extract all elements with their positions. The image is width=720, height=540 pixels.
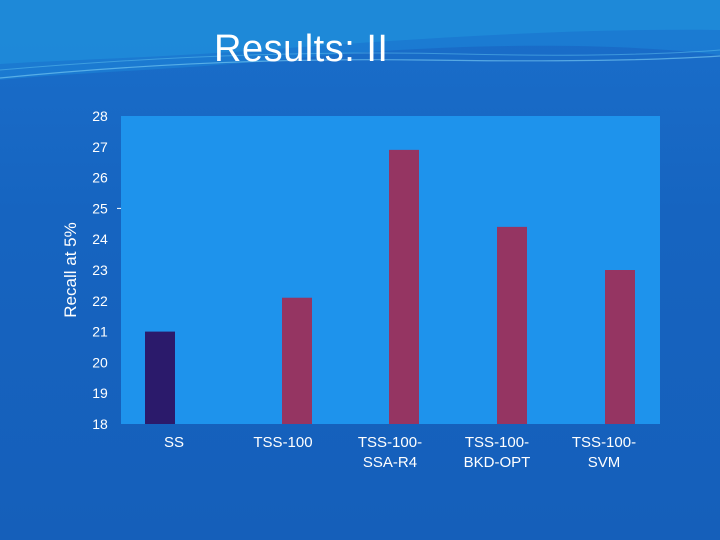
- x-category-label-line: SS: [164, 434, 184, 451]
- header-swoosh: [0, 0, 720, 80]
- y-tick-label: 22: [92, 293, 108, 309]
- y-tick-label: 27: [92, 139, 108, 155]
- y-tick-label: 24: [92, 231, 108, 247]
- x-category-label: TSS-100- SSA-R4: [358, 434, 422, 471]
- x-category-label-line: SVM: [588, 454, 621, 471]
- x-category-label-line: TSS-100-: [465, 434, 529, 451]
- x-category-label: TSS-100: [253, 434, 312, 451]
- x-axis-labels: SS TSS-100 TSS-100-SSA-R4TSS-100-BKD-OPTTS…: [164, 434, 636, 471]
- x-category-label-line: TSS-100-: [572, 434, 636, 451]
- y-tick-label: 19: [92, 385, 108, 401]
- bar: [497, 226, 527, 424]
- slide-title: Results: II: [214, 28, 389, 70]
- y-axis-title: Recall at 5%: [61, 222, 80, 317]
- y-tick-label: 28: [92, 108, 108, 124]
- x-category-label-line: SSA-R4: [363, 454, 417, 471]
- x-category-label: TSS-100- BKD-OPT: [464, 434, 531, 471]
- y-tick-label: 25: [92, 200, 108, 216]
- bar: [145, 331, 175, 424]
- bar: [282, 297, 312, 424]
- y-tick-label: 23: [92, 262, 108, 278]
- x-category-label: SS: [164, 434, 184, 451]
- x-category-label-line: BKD-OPT: [464, 454, 531, 471]
- x-category-label-line: TSS-100-: [358, 434, 422, 451]
- bar: [605, 270, 635, 424]
- bars: [145, 149, 635, 424]
- y-tick-label: 20: [92, 354, 108, 370]
- y-tick-label: 26: [92, 170, 108, 186]
- y-tick-label: 18: [92, 416, 108, 432]
- bar: [389, 149, 419, 424]
- x-category-label: TSS-100- SVM: [572, 434, 636, 471]
- x-category-label-line: TSS-100: [253, 434, 312, 451]
- y-axis-ticks: 18 19 20 21 22 23 24 25 26 27 28: [92, 108, 121, 432]
- y-tick-label: 21: [92, 324, 108, 340]
